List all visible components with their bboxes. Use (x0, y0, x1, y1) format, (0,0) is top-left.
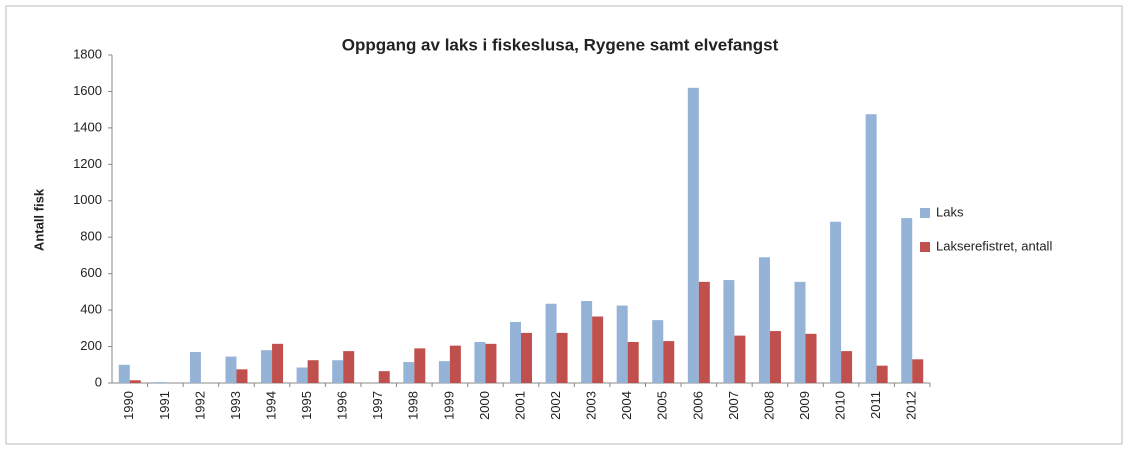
bar (307, 360, 319, 383)
bar (734, 335, 746, 383)
x-tick-label: 1996 (335, 391, 350, 420)
bar (581, 301, 593, 383)
bar (521, 332, 532, 383)
x-tick-label: 2007 (726, 391, 741, 420)
bar (403, 362, 415, 383)
x-tick-label: 2004 (619, 391, 634, 420)
x-tick-label: 1993 (228, 391, 243, 420)
bar (414, 348, 426, 383)
bar (485, 343, 497, 383)
bar (769, 331, 781, 383)
x-tick-label: 2000 (477, 391, 492, 420)
bar (698, 281, 710, 383)
x-tick-label: 2010 (833, 391, 848, 420)
x-tick-label: 2009 (797, 391, 812, 420)
bar (129, 380, 141, 383)
bar (118, 364, 130, 383)
bar (652, 320, 664, 383)
legend-label: Lakserefistret, antall (936, 238, 1052, 253)
chart-title: Oppgang av laks i fiskeslusa, Rygene sam… (342, 35, 779, 54)
bar (912, 359, 924, 383)
y-tick-label: 1800 (73, 46, 102, 61)
y-tick-label: 200 (80, 338, 102, 353)
x-tick-label: 1999 (441, 391, 456, 420)
bar (343, 351, 355, 383)
bar (449, 345, 461, 383)
x-tick-label: 2002 (548, 391, 563, 420)
x-tick-label: 1998 (406, 391, 421, 420)
bar (189, 352, 201, 383)
x-tick-label: 2001 (512, 391, 527, 420)
bar (332, 360, 344, 383)
x-tick-label: 1997 (370, 391, 385, 420)
bar (154, 382, 166, 383)
x-tick-label: 2003 (584, 391, 599, 420)
x-tick-label: 1992 (192, 391, 207, 420)
x-tick-label: 2008 (761, 391, 776, 420)
bar (592, 316, 604, 383)
x-tick-label: 1995 (299, 391, 314, 420)
x-tick-label: 2006 (690, 391, 705, 420)
bar (510, 321, 521, 383)
legend-swatch (920, 242, 930, 252)
y-tick-label: 1000 (73, 192, 102, 207)
legend-label: Laks (936, 204, 964, 219)
x-tick-label: 2012 (904, 391, 919, 420)
bar (794, 281, 806, 383)
bar (236, 369, 248, 383)
bar (805, 333, 817, 383)
bar (758, 257, 770, 383)
bar (723, 280, 735, 383)
y-tick-label: 0 (95, 374, 102, 389)
bar (296, 367, 308, 383)
bar (272, 343, 284, 383)
bar (556, 332, 568, 383)
bar (225, 356, 237, 383)
bar (438, 361, 450, 383)
bar (616, 305, 628, 383)
y-tick-label: 1400 (73, 119, 102, 134)
y-tick-label: 400 (80, 302, 102, 317)
bar (474, 342, 486, 383)
x-tick-label: 1994 (263, 391, 278, 420)
bar (687, 87, 699, 384)
x-tick-label: 2011 (868, 391, 883, 419)
y-tick-label: 1200 (73, 156, 102, 171)
y-tick-label: 800 (80, 229, 102, 244)
y-axis-label: Antall fisk (31, 188, 46, 251)
bar (627, 342, 639, 383)
bar (830, 221, 842, 383)
y-tick-label: 1600 (73, 83, 102, 98)
bar (545, 303, 557, 383)
bar (663, 341, 675, 383)
x-tick-label: 2005 (655, 391, 670, 420)
bar (901, 218, 913, 383)
bar (876, 365, 888, 383)
bar (865, 114, 877, 383)
x-tick-label: 1990 (121, 391, 136, 420)
bar (841, 351, 853, 383)
x-tick-label: 1991 (157, 391, 172, 420)
bar (378, 371, 390, 383)
bar (261, 350, 273, 383)
y-tick-label: 600 (80, 265, 102, 280)
legend-swatch (920, 208, 930, 218)
